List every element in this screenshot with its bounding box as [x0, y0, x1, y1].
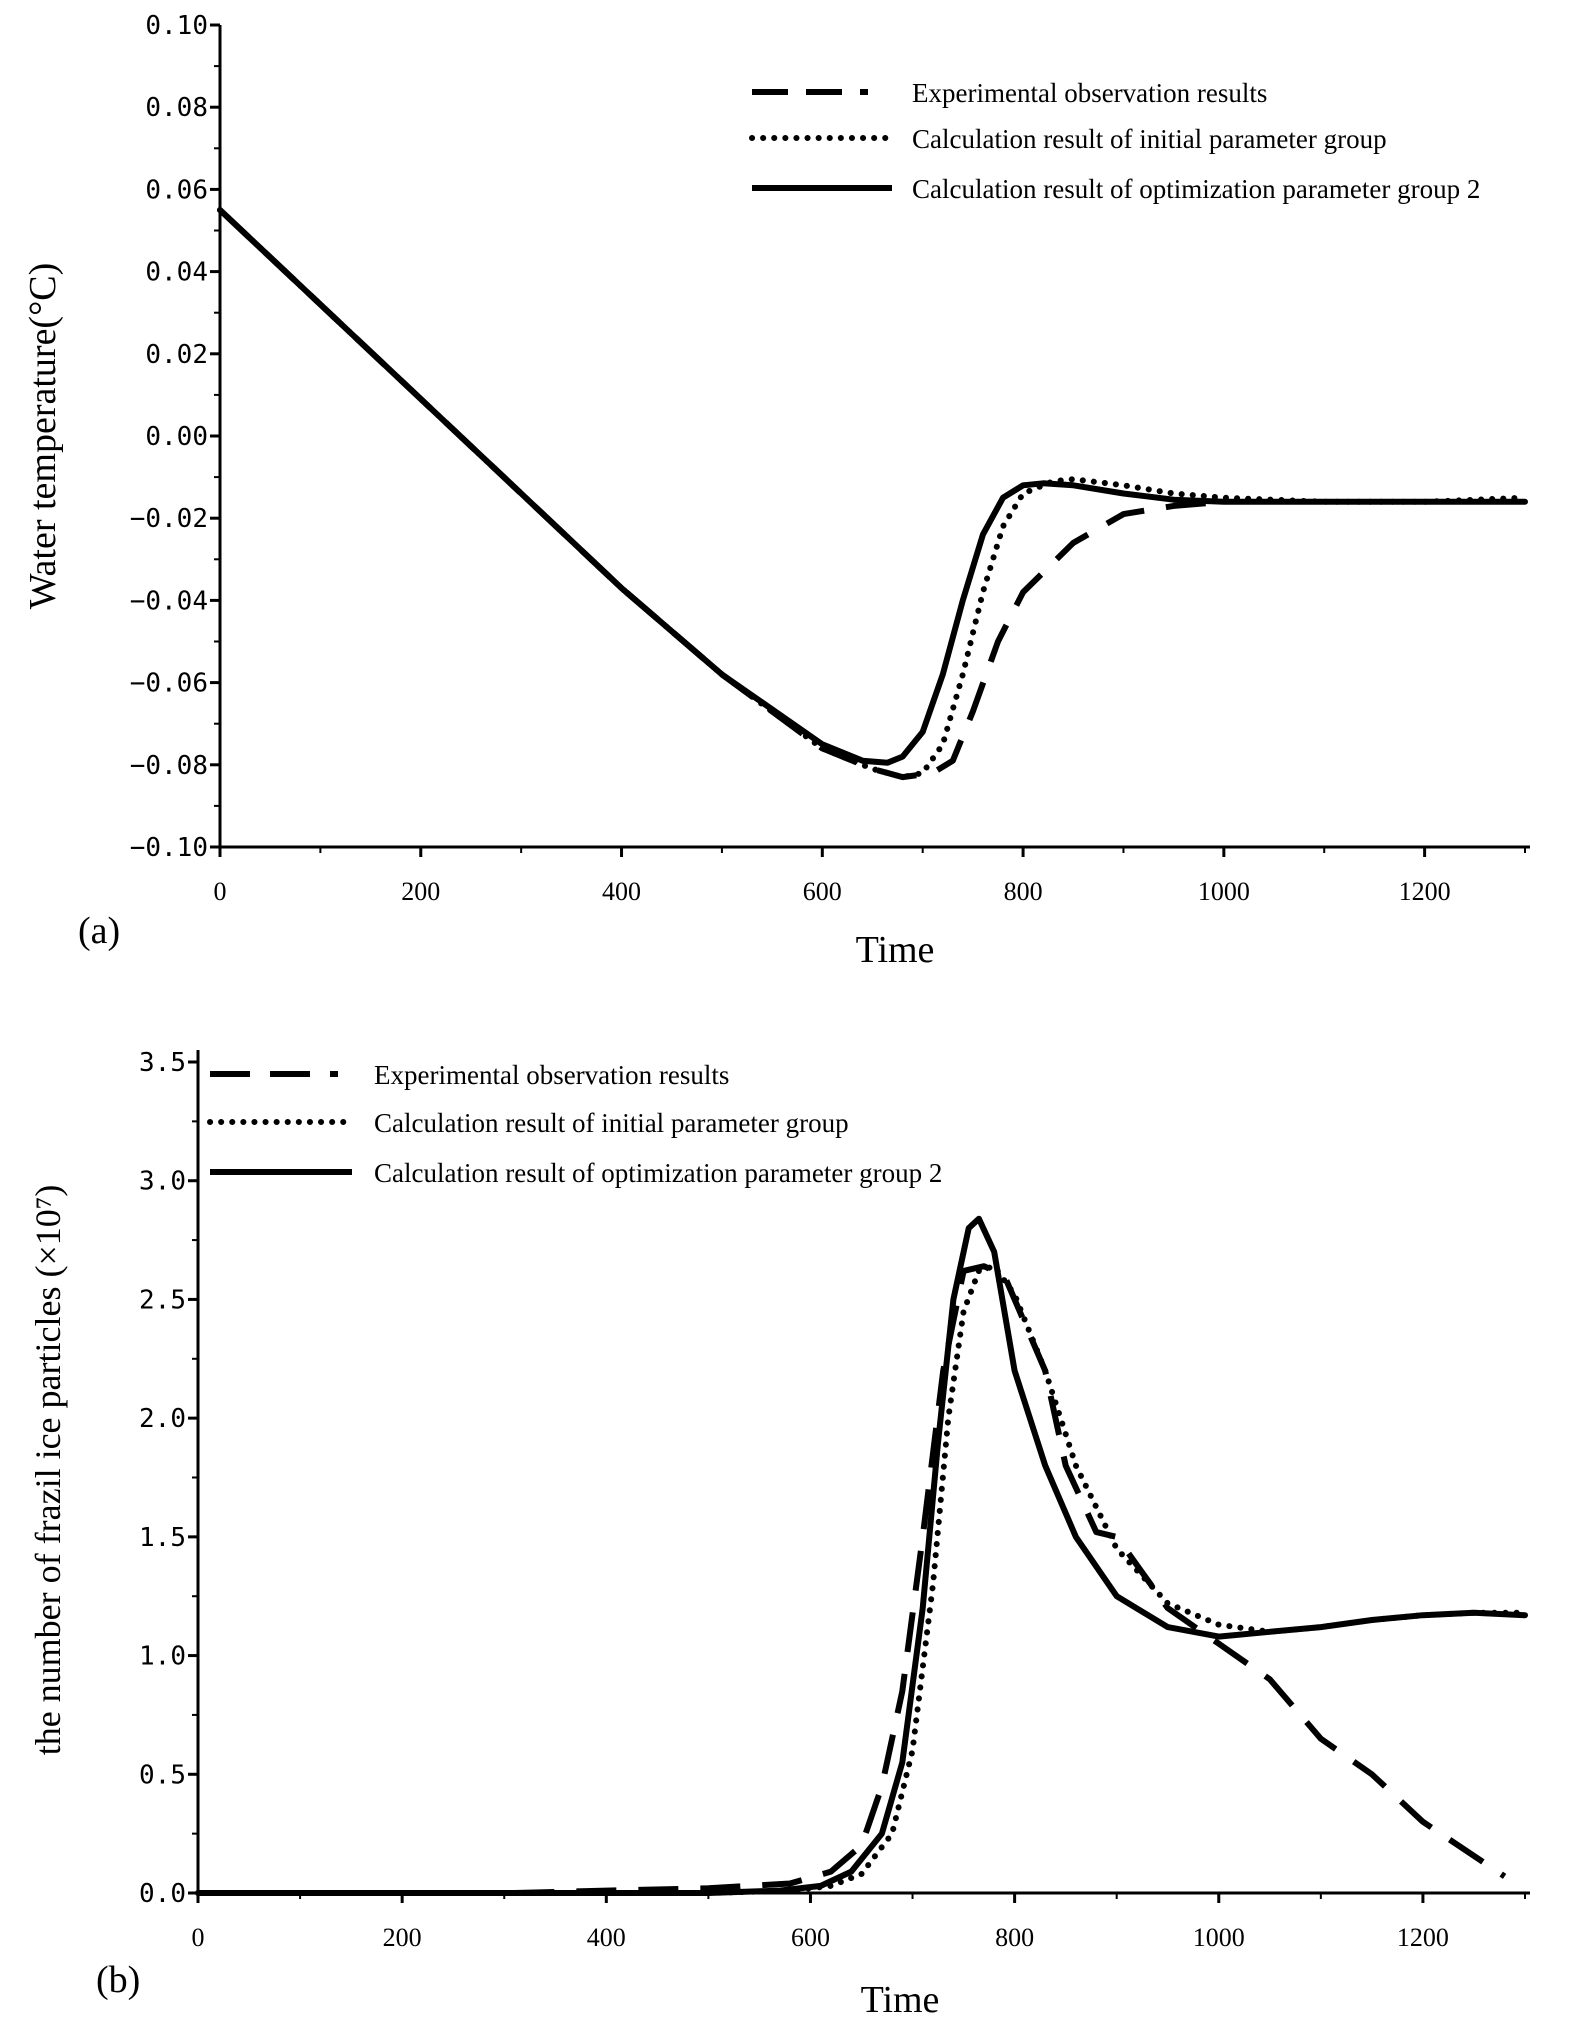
y-tick-label: 0.02 [145, 340, 208, 370]
panel-a-y-axis-label: Water temperature(°C) [22, 263, 64, 610]
y-tick-label: 0.08 [145, 93, 208, 123]
panel-b-y-ticks: 0.0 0.5 1.0 1.5 2.0 2.5 3.0 3.5 [139, 1048, 198, 1909]
x-tick-label: 0 [192, 1923, 205, 1952]
panel-a-series [217, 207, 1528, 781]
panel-b-series-solid-line [195, 1215, 1528, 1896]
panel-a-legend-item-3: Calculation result of optimization param… [912, 174, 1480, 204]
panel-b-frazil-ice-chart: 0.0 0.5 1.0 1.5 2.0 2.5 3.0 3.5 0 200 400 600 800 10… [28, 1048, 1530, 2021]
panel-b-y-axis-label: the number of frazil ice particles (×10⁷… [28, 1185, 68, 1756]
panel-b-series-dotted-line [195, 1263, 1528, 1896]
y-tick-label: 3.5 [139, 1048, 186, 1078]
x-tick-label: 800 [995, 1923, 1034, 1952]
x-tick-label: 1000 [1198, 877, 1250, 906]
panel-b-legend: Experimental observation results Calcula… [207, 1060, 942, 1188]
panel-a-series-dotted-line [217, 207, 1528, 781]
y-tick-label: 0.06 [145, 175, 208, 205]
x-tick-label: 600 [803, 877, 842, 906]
panel-b-legend-item-1: Experimental observation results [374, 1060, 729, 1090]
y-tick-label: 2.0 [139, 1404, 186, 1434]
y-tick-label: 0.5 [139, 1760, 186, 1790]
x-tick-label: 1200 [1397, 1923, 1449, 1952]
y-tick-label: −0.02 [130, 504, 208, 534]
panel-a-legend: Experimental observation results Calcula… [749, 78, 1480, 204]
y-tick-label: −0.08 [130, 751, 208, 781]
x-tick-label: 400 [602, 877, 641, 906]
panel-a-label: (a) [78, 910, 120, 952]
panel-a-legend-item-2: Calculation result of initial parameter … [912, 124, 1387, 154]
y-tick-label: −0.04 [130, 586, 208, 616]
panel-b-series-dashed-line [514, 1263, 1507, 1896]
x-tick-label: 800 [1004, 877, 1043, 906]
panel-a-water-temperature-chart: −0.10 −0.08 −0.06 −0.04 −0.02 0.00 0.02 0.04 0.0… [22, 11, 1530, 971]
x-tick-label: 400 [587, 1923, 626, 1952]
panel-b-series [195, 1215, 1528, 1896]
x-tick-label: 600 [791, 1923, 830, 1952]
y-tick-label: 0.0 [139, 1879, 186, 1909]
panel-a-series-dashed-line [217, 207, 1225, 781]
y-tick-label: −0.10 [130, 833, 208, 863]
panel-a-y-ticks: −0.10 −0.08 −0.06 −0.04 −0.02 0.00 0.02 0.04 0.0… [130, 11, 220, 863]
panel-a-series-solid-line [217, 207, 1528, 766]
panel-a-x-ticks: 0 200 400 600 800 1000 1200 [214, 847, 1526, 906]
x-tick-label: 1000 [1193, 1923, 1245, 1952]
panel-b-x-ticks: 0 200 400 600 800 1000 1200 [192, 1893, 1526, 1952]
y-tick-label: 0.10 [145, 11, 208, 41]
panel-b-legend-item-2: Calculation result of initial parameter … [374, 1108, 849, 1138]
y-tick-label: 0.04 [145, 258, 208, 288]
y-tick-label: 0.00 [145, 422, 208, 452]
panel-a-legend-item-1: Experimental observation results [912, 78, 1267, 108]
panel-b-x-axis-label: Time [861, 1979, 940, 2021]
panel-b-label: (b) [96, 1959, 140, 2001]
panel-b-legend-item-3: Calculation result of optimization param… [374, 1158, 942, 1188]
x-tick-label: 0 [214, 877, 227, 906]
y-tick-label: 1.5 [139, 1523, 186, 1553]
panel-a-x-axis-label: Time [856, 929, 935, 971]
x-tick-label: 1200 [1399, 877, 1451, 906]
y-tick-label: −0.06 [130, 669, 208, 699]
y-tick-label: 2.5 [139, 1285, 186, 1315]
x-tick-label: 200 [401, 877, 440, 906]
y-tick-label: 1.0 [139, 1642, 186, 1672]
y-tick-label: 3.0 [139, 1167, 186, 1197]
x-tick-label: 200 [383, 1923, 422, 1952]
